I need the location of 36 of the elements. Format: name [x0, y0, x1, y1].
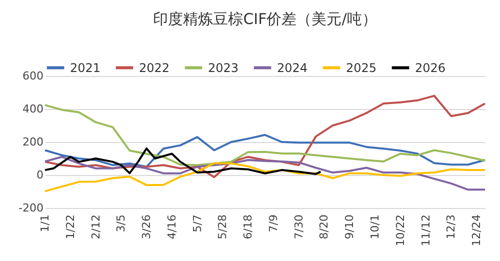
x-tick-label: 12/3 [444, 214, 458, 240]
x-tick-label: 1/1 [38, 214, 52, 232]
x-tick-label: 7/30 [292, 214, 306, 240]
y-tick-label: -200 [18, 202, 44, 214]
line-series [44, 104, 486, 166]
x-tick-label: 2/12 [89, 214, 102, 240]
x-tick-label: 6/18 [242, 214, 255, 240]
line-series [44, 94, 486, 178]
x-tick-label: 5/28 [216, 214, 230, 240]
x-tick-label: 12/24 [470, 214, 484, 246]
y-tick-label: 0 [36, 168, 44, 182]
line-series [44, 156, 486, 191]
x-tick-label: 10/22 [394, 214, 407, 246]
legend-label: 2022 [139, 60, 170, 75]
legend-label: 2024 [277, 60, 308, 75]
x-tick-label: 3/5 [114, 214, 128, 232]
x-tick-label: 3/26 [140, 214, 154, 240]
legend-label: 2023 [208, 60, 239, 75]
legend-label: 2021 [70, 60, 101, 75]
line-series [44, 134, 486, 168]
legend-label: 2026 [415, 60, 446, 75]
legend-label: 2025 [346, 60, 377, 75]
x-tick-label: 9/10 [343, 214, 356, 240]
line-series [44, 147, 322, 176]
x-tick-label: 10/1 [368, 214, 382, 240]
x-tick-label: 7/9 [266, 214, 280, 232]
x-tick-label: 5/7 [190, 214, 204, 232]
line-series [44, 162, 486, 192]
x-tick-label: 4/16 [165, 214, 178, 240]
x-tick-label: 1/22 [64, 214, 77, 240]
y-tick-label: 400 [22, 102, 44, 116]
y-tick-label: 600 [22, 70, 44, 82]
y-tick-label: 200 [22, 136, 44, 148]
x-tick-label: 11/12 [419, 214, 432, 246]
chart-title: 印度精炼豆棕CIF价差（美元/吨） [153, 10, 377, 28]
x-tick-label: 8/20 [318, 214, 331, 240]
